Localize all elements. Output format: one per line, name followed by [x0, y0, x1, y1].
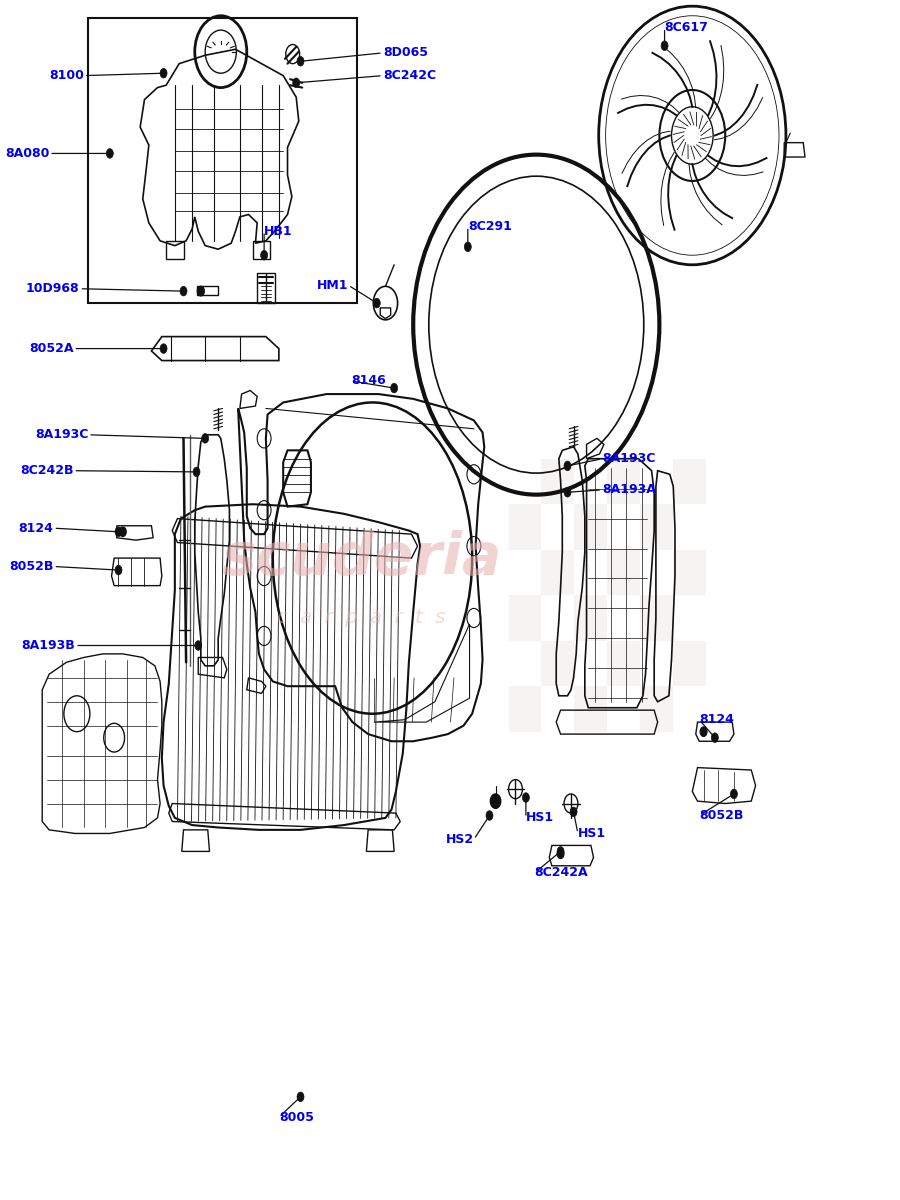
- Circle shape: [202, 433, 209, 443]
- Text: HS2: HS2: [446, 833, 474, 846]
- Text: 8C242B: 8C242B: [20, 464, 74, 478]
- Circle shape: [120, 527, 126, 536]
- Bar: [673, 550, 707, 595]
- Text: 8100: 8100: [49, 70, 84, 82]
- Text: 10D968: 10D968: [26, 282, 79, 295]
- Bar: [542, 458, 574, 504]
- Text: 8005: 8005: [279, 1111, 314, 1123]
- Circle shape: [557, 850, 564, 859]
- Text: HM1: HM1: [317, 278, 348, 292]
- Bar: [640, 504, 673, 550]
- Circle shape: [115, 527, 122, 536]
- Bar: [508, 595, 542, 641]
- Circle shape: [180, 287, 187, 296]
- Text: 8A080: 8A080: [4, 146, 50, 160]
- Text: 8A193B: 8A193B: [22, 638, 76, 652]
- Circle shape: [662, 41, 668, 50]
- Circle shape: [711, 733, 718, 743]
- Circle shape: [297, 56, 304, 66]
- Circle shape: [564, 461, 571, 470]
- Circle shape: [731, 790, 737, 799]
- Circle shape: [486, 811, 493, 821]
- Bar: [574, 595, 608, 641]
- Bar: [608, 458, 640, 504]
- Text: 8C242C: 8C242C: [382, 70, 436, 82]
- Text: HS1: HS1: [578, 827, 606, 840]
- Circle shape: [193, 467, 200, 476]
- Bar: [88, 18, 357, 304]
- Bar: [542, 641, 574, 686]
- Circle shape: [194, 641, 202, 650]
- Circle shape: [261, 251, 267, 260]
- Text: 8052A: 8052A: [29, 342, 74, 355]
- Circle shape: [522, 793, 529, 803]
- Text: 8052B: 8052B: [9, 560, 53, 572]
- Text: HB1: HB1: [264, 224, 292, 238]
- Text: 8A193C: 8A193C: [35, 428, 88, 442]
- Bar: [673, 458, 707, 504]
- Circle shape: [297, 1092, 304, 1102]
- Text: 8124: 8124: [699, 713, 734, 726]
- Text: c  a  r  p  a  r  t  s: c a r p a r t s: [277, 608, 446, 628]
- Bar: [508, 504, 542, 550]
- Text: scuderia: scuderia: [221, 529, 501, 587]
- Text: 8D065: 8D065: [382, 47, 428, 59]
- Circle shape: [570, 808, 577, 817]
- Circle shape: [160, 68, 167, 78]
- Circle shape: [160, 343, 167, 353]
- Text: 8C617: 8C617: [664, 22, 708, 35]
- Circle shape: [464, 242, 472, 252]
- Bar: [608, 641, 640, 686]
- Bar: [542, 550, 574, 595]
- Circle shape: [292, 78, 300, 88]
- Circle shape: [491, 794, 500, 809]
- Circle shape: [564, 487, 571, 497]
- Text: HS1: HS1: [526, 811, 554, 824]
- Circle shape: [115, 565, 122, 575]
- Bar: [508, 686, 542, 732]
- Bar: [640, 686, 673, 732]
- Circle shape: [374, 299, 381, 308]
- Text: 8052B: 8052B: [699, 809, 743, 822]
- Bar: [574, 504, 608, 550]
- Circle shape: [557, 847, 564, 857]
- Circle shape: [391, 383, 398, 392]
- Text: 8124: 8124: [19, 522, 53, 535]
- Circle shape: [197, 287, 204, 296]
- Text: 8A193A: 8A193A: [602, 484, 656, 497]
- Bar: [640, 595, 673, 641]
- Bar: [574, 686, 608, 732]
- Bar: [673, 641, 707, 686]
- Text: 8C291: 8C291: [468, 220, 512, 233]
- Text: 8146: 8146: [351, 374, 385, 388]
- Bar: [608, 550, 640, 595]
- Text: 8A193C: 8A193C: [602, 452, 655, 466]
- Circle shape: [700, 727, 707, 737]
- Circle shape: [106, 149, 113, 158]
- Text: 8C242A: 8C242A: [535, 866, 589, 880]
